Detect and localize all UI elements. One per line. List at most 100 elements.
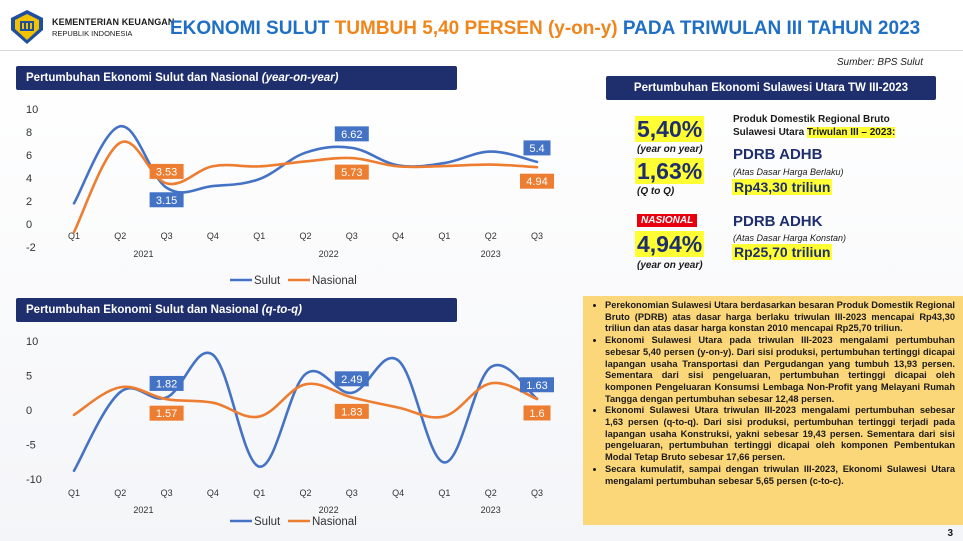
kemenkeu-logo-icon <box>11 10 43 44</box>
data-label: 1.63 <box>526 380 547 392</box>
qtq-value: 1,63% <box>635 158 705 184</box>
data-label: 1.83 <box>341 406 362 418</box>
data-label-box <box>149 192 184 208</box>
year-label: 2023 <box>481 249 501 259</box>
yoy-value: 5,40% <box>635 116 705 142</box>
x-tick-label: Q1 <box>438 488 450 498</box>
series-line-sulut <box>72 351 539 473</box>
page-title: EKONOMI SULUT TUMBUH 5,40 PERSEN (y-on-y… <box>170 18 920 40</box>
series-line-nasional <box>72 140 539 234</box>
note-item: Perekonomian Sulawesi Utara berdasarkan … <box>605 300 955 335</box>
x-tick-label: Q4 <box>207 231 219 241</box>
y-tick-label: 0 <box>26 405 32 417</box>
adhk-subtitle: (Atas Dasar Harga Konstan) <box>733 233 847 243</box>
pdrb-period: Triwulan III – 2023: <box>806 127 896 138</box>
x-tick-label: Q1 <box>438 231 450 241</box>
slide-header: KEMENTERIAN KEUANGAN REPUBLIK INDONESIA … <box>0 0 963 58</box>
x-tick-label: Q1 <box>253 231 265 241</box>
data-label-box <box>523 405 551 421</box>
yoy-label: (year on year) <box>637 144 703 155</box>
page-number: 3 <box>947 528 953 539</box>
x-tick-label: Q3 <box>346 488 358 498</box>
note-item: Ekonomi Sulawesi Utara pada triwulan III… <box>605 335 955 405</box>
x-tick-label: Q3 <box>161 231 173 241</box>
x-tick-label: Q2 <box>114 231 126 241</box>
data-label-box <box>520 377 554 393</box>
pdrb-line2-text: Sulawesi Utara <box>733 127 807 138</box>
pdrb-description: Produk Domestik Regional Bruto Sulawesi … <box>733 113 896 139</box>
adhb-subtitle: (Atas Dasar Harga Berlaku) <box>733 167 844 177</box>
chart1-title-italic: (year-on-year) <box>261 72 339 84</box>
data-label: 5.73 <box>341 167 362 179</box>
qtq-label: (Q to Q) <box>637 186 675 197</box>
y-tick-label: 6 <box>26 150 32 162</box>
data-label-box <box>520 173 554 189</box>
data-label: 4.94 <box>526 176 547 188</box>
title-part2: TUMBUH 5,40 PERSEN (y-on-y) <box>334 18 618 39</box>
note-item: Secara kumulatif, sampai dengan triwulan… <box>605 464 955 487</box>
data-label: 1.82 <box>156 378 177 390</box>
y-tick-label: -5 <box>26 440 36 452</box>
x-tick-label: Q4 <box>392 488 404 498</box>
data-label-box <box>334 403 369 419</box>
org-name: KEMENTERIAN KEUANGAN <box>52 17 175 27</box>
legend-label: Nasional <box>312 275 357 287</box>
org-subname: REPUBLIK INDONESIA <box>52 29 133 38</box>
y-tick-label: -2 <box>26 242 36 254</box>
note-item: Ekonomi Sulawesi Utara triwulan III-2023… <box>605 405 955 464</box>
title-part3: PADA TRIWULAN III TAHUN 2023 <box>617 18 921 39</box>
x-tick-label: Q4 <box>207 488 219 498</box>
x-tick-label: Q3 <box>531 488 543 498</box>
notes-list: Perekonomian Sulawesi Utara berdasarkan … <box>589 300 955 487</box>
x-tick-label: Q3 <box>531 231 543 241</box>
y-tick-label: 8 <box>26 127 32 139</box>
legend-label: Sulut <box>254 275 281 287</box>
x-tick-label: Q1 <box>253 488 265 498</box>
data-label: 5.4 <box>529 143 544 155</box>
chart1-title: Pertumbuhan Ekonomi Sulut dan Nasional (… <box>16 66 457 90</box>
adhk-title: PDRB ADHK <box>733 213 823 230</box>
year-label: 2021 <box>133 249 153 259</box>
adhk-value: Rp25,70 triliun <box>732 244 833 260</box>
title-part1: EKONOMI SULUT <box>170 18 335 39</box>
series-line-sulut <box>72 124 539 205</box>
pdrb-line1: Produk Domestik Regional Bruto <box>733 114 890 125</box>
x-tick-label: Q2 <box>485 231 497 241</box>
data-label-box <box>149 163 184 179</box>
y-tick-label: 10 <box>26 104 38 116</box>
y-tick-label: 2 <box>26 196 32 208</box>
series-line-nasional <box>72 381 539 419</box>
x-tick-label: Q4 <box>392 231 404 241</box>
y-tick-label: 5 <box>26 371 32 383</box>
data-label-box <box>334 371 369 387</box>
x-tick-label: Q2 <box>485 488 497 498</box>
y-tick-label: -10 <box>26 474 42 486</box>
legend-label: Sulut <box>254 516 281 528</box>
x-tick-label: Q2 <box>299 488 311 498</box>
data-label-box <box>149 375 184 391</box>
data-label-box <box>523 140 551 156</box>
adhb-value: Rp43,30 triliun <box>732 179 833 195</box>
year-label: 2021 <box>133 505 153 515</box>
year-label: 2023 <box>481 505 501 515</box>
x-tick-label: Q3 <box>346 231 358 241</box>
y-tick-label: 4 <box>26 173 32 185</box>
data-label: 6.62 <box>341 129 362 141</box>
header-divider <box>0 50 963 51</box>
year-label: 2022 <box>319 505 339 515</box>
chart2-title-italic: (q-to-q) <box>261 304 303 316</box>
x-tick-label: Q1 <box>68 231 80 241</box>
year-label: 2022 <box>319 249 339 259</box>
x-tick-label: Q2 <box>299 231 311 241</box>
data-label: 3.53 <box>156 166 177 178</box>
notes-box: Perekonomian Sulawesi Utara berdasarkan … <box>583 296 963 525</box>
data-label-box <box>149 405 184 421</box>
nasional-value: 4,94% <box>635 231 705 257</box>
source-note: Sumber: BPS Sulut <box>836 57 923 68</box>
yoy-line-chart: 10 8 6 4 2 0 -2 Q1 Q2 Q3 Q4 Q1 Q2 Q3 Q4 Q1 Q2 Q3 2021 2022 2… <box>26 104 554 287</box>
summary-title: Pertumbuhan Ekonomi Sulawesi Utara TW II… <box>606 76 936 100</box>
chart2-title: Pertumbuhan Ekonomi Sulut dan Nasional (… <box>16 298 457 322</box>
chart2-title-text: Pertumbuhan Ekonomi Sulut dan Nasional <box>26 304 262 316</box>
data-label-box <box>334 164 369 180</box>
qtq-line-chart: 10 5 0 -5 -10 Q1 Q2 Q3 Q4 Q1 Q2 Q3 Q4 Q1 Q2 Q3 2021 2022 2… <box>26 336 554 528</box>
